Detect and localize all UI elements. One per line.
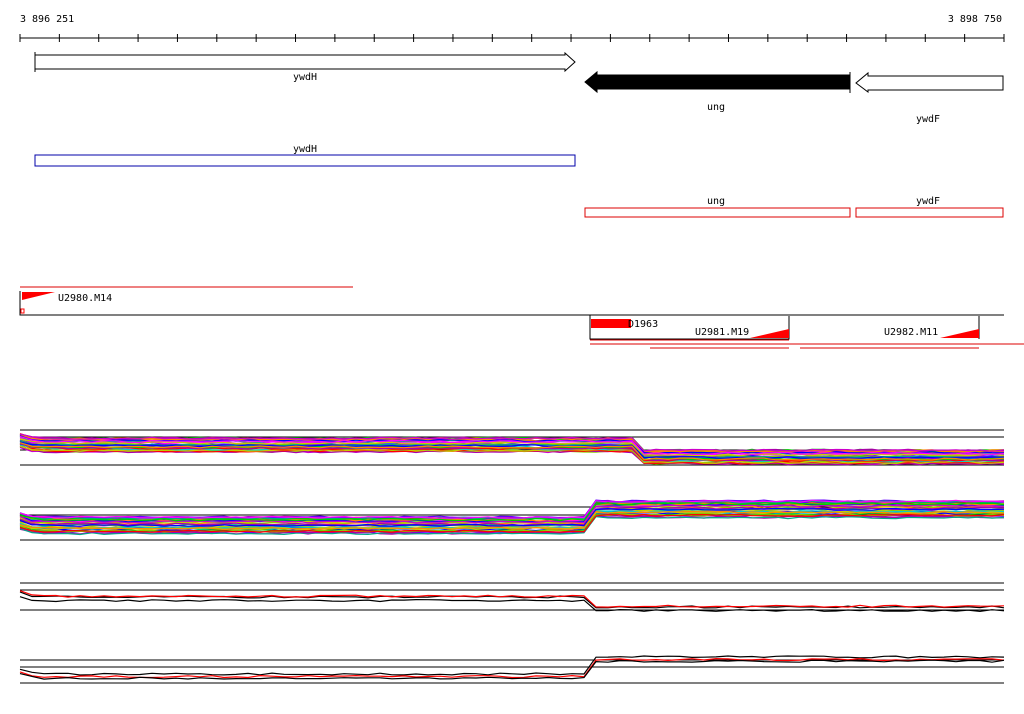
annotation-label: ung (707, 196, 725, 207)
trace (19, 504, 1005, 524)
trace (19, 499, 1005, 519)
trace (19, 516, 1005, 536)
expression-traces (19, 432, 1005, 680)
trace (19, 659, 1005, 680)
region-marker (940, 329, 979, 338)
gene-arrow (34, 51, 576, 73)
trace (19, 442, 1005, 461)
trace (19, 657, 1005, 679)
trace (19, 655, 1005, 676)
annotation-box (584, 207, 851, 218)
region-block (591, 319, 631, 328)
annotation-box (34, 154, 576, 167)
annotation-label: ywdH (293, 144, 317, 155)
region-frame (19, 291, 1004, 316)
gene-label: ung (707, 102, 725, 113)
axis-ticks (19, 34, 1005, 42)
trace (19, 502, 1005, 522)
trace (19, 590, 1005, 608)
gene-arrow (855, 71, 1004, 93)
region-frame (589, 315, 790, 340)
trace (19, 596, 1005, 613)
annotation-box (855, 207, 1004, 218)
gene-label: ywdH (293, 72, 317, 83)
region-label: D1963 (628, 319, 658, 330)
axis-start: 3 896 251 (20, 14, 74, 25)
region-label: U2981.M19 (695, 327, 749, 338)
region-marker (750, 329, 789, 338)
axis-end: 3 898 750 (948, 14, 1002, 25)
gene-label: ywdF (916, 114, 940, 125)
trace (19, 433, 1005, 452)
gene-arrow (584, 70, 851, 94)
region-label: U2982.M11 (884, 327, 938, 338)
trace (19, 510, 1004, 531)
trace (19, 507, 1005, 527)
trace (19, 438, 1005, 457)
track-frames (20, 429, 1004, 684)
region-marker (20, 308, 25, 314)
region-marker (22, 292, 55, 300)
trace (19, 435, 1005, 456)
trace (19, 513, 1005, 533)
annotation-label: ywdF (916, 196, 940, 207)
region-label: U2980.M14 (58, 293, 112, 304)
trace (19, 445, 1005, 464)
trace (19, 446, 1005, 466)
